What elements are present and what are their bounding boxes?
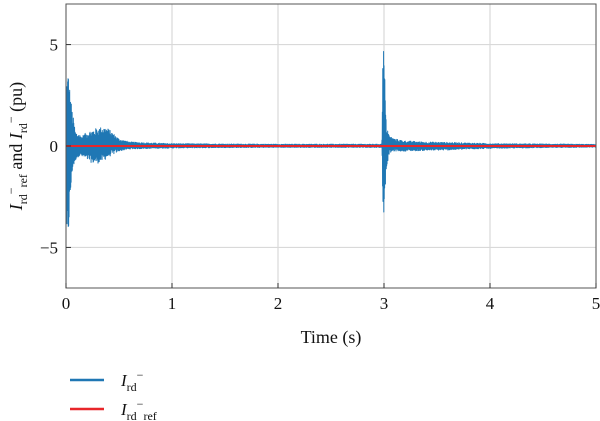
x-tick-label: 3	[380, 294, 389, 313]
y-label-conj: and	[6, 139, 26, 174]
x-axis-label: Time (s)	[301, 327, 362, 348]
y-tick-label: −5	[40, 238, 58, 257]
y-axis-ticks: −5 0 5	[40, 36, 71, 257]
y-label-sub-2: rd	[16, 123, 30, 133]
y-label-sup-2: −	[4, 116, 18, 123]
x-tick-label: 4	[486, 294, 495, 313]
y-label-symbol-2: I	[6, 132, 26, 140]
x-axis-ticks: 0 1 2 3 4 5	[62, 283, 600, 313]
plot-area	[65, 3, 597, 289]
x-tick-label: 0	[62, 294, 71, 313]
y-label-sub: rd	[16, 194, 30, 204]
legend-label-iref: Ird−ref	[120, 397, 157, 421]
y-label-unit: (pu)	[6, 82, 27, 117]
x-tick-label: 1	[168, 294, 177, 313]
y-label-symbol: I	[6, 203, 26, 211]
y-label-sub-ref: ref	[16, 174, 30, 187]
y-tick-label: 5	[50, 36, 59, 55]
legend-label-ird: Ird−	[120, 368, 144, 394]
x-tick-label: 2	[274, 294, 283, 313]
y-axis-label: Ird−ref and Ird− (pu)	[4, 82, 30, 211]
y-label-sup: −	[4, 187, 18, 194]
y-tick-label: 0	[50, 137, 59, 156]
x-tick-label: 5	[592, 294, 600, 313]
legend: Ird− Ird−ref	[70, 368, 157, 421]
